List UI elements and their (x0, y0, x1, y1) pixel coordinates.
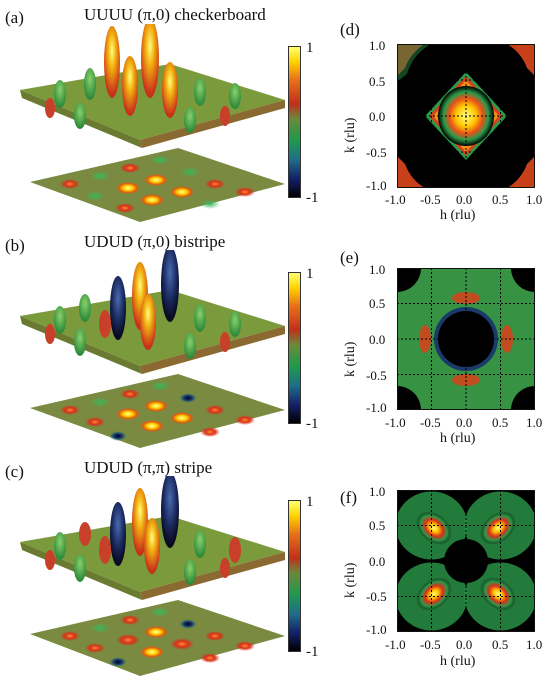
xtick-f-0: -1.0 (385, 637, 406, 652)
ytick-e-3: -0.5 (366, 368, 387, 383)
map-d-corners (397, 44, 535, 188)
panel-letter-e: (e) (340, 248, 359, 267)
colorbar-max-b: 1 (306, 266, 314, 282)
map-d-grid (397, 44, 535, 188)
map-e (397, 268, 535, 410)
xtick-d-1: -0.5 (420, 192, 441, 207)
map-f-grid (397, 490, 535, 632)
xtick-d-2: 0.0 (456, 192, 473, 207)
ytick-e-0: 1.0 (369, 262, 386, 277)
surface-map-c (30, 600, 285, 676)
panel-letter-b: (b) (5, 236, 25, 255)
surface-plot-b (20, 250, 285, 448)
colorbar-min-a: -1 (306, 190, 319, 206)
panel-letter-d: (d) (340, 20, 360, 39)
ytick-f-3: -0.5 (366, 589, 387, 604)
xtick-e-0: -1.0 (385, 415, 406, 430)
surface-peaks-a (45, 24, 241, 133)
ytick-e-1: 0.5 (369, 296, 386, 311)
ytick-d-2: 0.0 (369, 109, 386, 124)
panel-letter-f: (f) (340, 488, 357, 507)
surface-plot-a (20, 24, 285, 222)
colorbar-min-b: -1 (306, 416, 319, 432)
xtick-f-2: 0.0 (456, 637, 473, 652)
colorbar-c (288, 500, 301, 652)
ytick-e-2: 0.0 (369, 332, 386, 347)
surface-plot-c (20, 476, 285, 676)
ytick-f-1: 0.5 (369, 518, 386, 533)
map-f-peaks (416, 511, 516, 611)
colorbar-max-a: 1 (306, 40, 314, 56)
ytick-d-0: 1.0 (369, 38, 386, 53)
colorbar-min-c: -1 (306, 644, 319, 660)
xtick-e-2: 0.0 (456, 415, 473, 430)
panel-title-a: UUUU (π,0) checkerboard (84, 5, 266, 24)
colorbar-max-c: 1 (306, 494, 314, 510)
map-f (397, 490, 535, 632)
colorbar-b (288, 272, 301, 424)
xtick-d-4: 1.0 (526, 192, 543, 207)
xtick-f-1: -0.5 (420, 637, 441, 652)
panel-letter-c: (c) (5, 462, 24, 481)
panel-title-b: UDUD (π,0) bistripe (84, 232, 226, 251)
map-e-grid (397, 268, 535, 410)
xtick-e-1: -0.5 (420, 415, 441, 430)
map-blobs-c (60, 607, 255, 667)
ytick-e-4: -1.0 (366, 400, 387, 415)
ytick-d-3: -0.5 (366, 145, 387, 160)
xtick-d-3: 0.5 (492, 192, 509, 207)
ytick-d-1: 0.5 (369, 74, 386, 89)
xtick-f-3: 0.5 (492, 637, 509, 652)
map-blobs-a (60, 155, 255, 213)
ylabel-d: k (rlu) (343, 117, 358, 153)
colorbar-a (288, 46, 301, 198)
xlabel-f: h (rlu) (440, 654, 476, 669)
xtick-f-4: 1.0 (526, 637, 543, 652)
panel-letter-a: (a) (5, 8, 24, 27)
map-d (397, 44, 535, 188)
map-blobs-b (60, 381, 255, 441)
xtick-e-3: 0.5 (492, 415, 509, 430)
panel-title-c: UDUD (π,π) stripe (84, 458, 213, 477)
xtick-d-0: -1.0 (385, 192, 406, 207)
ylabel-e: k (rlu) (343, 341, 358, 377)
xlabel-d: h (rlu) (440, 208, 476, 223)
ylabel-f: k (rlu) (343, 562, 358, 598)
xlabel-e: h (rlu) (440, 431, 476, 446)
ytick-f-0: 1.0 (369, 484, 386, 499)
ytick-d-4: -1.0 (366, 178, 387, 193)
surface-peaks-c (45, 476, 241, 585)
xtick-e-4: 1.0 (526, 415, 543, 430)
ytick-f-2: 0.0 (369, 554, 386, 569)
ytick-f-4: -1.0 (366, 622, 387, 637)
surface-peaks-b (45, 250, 241, 359)
